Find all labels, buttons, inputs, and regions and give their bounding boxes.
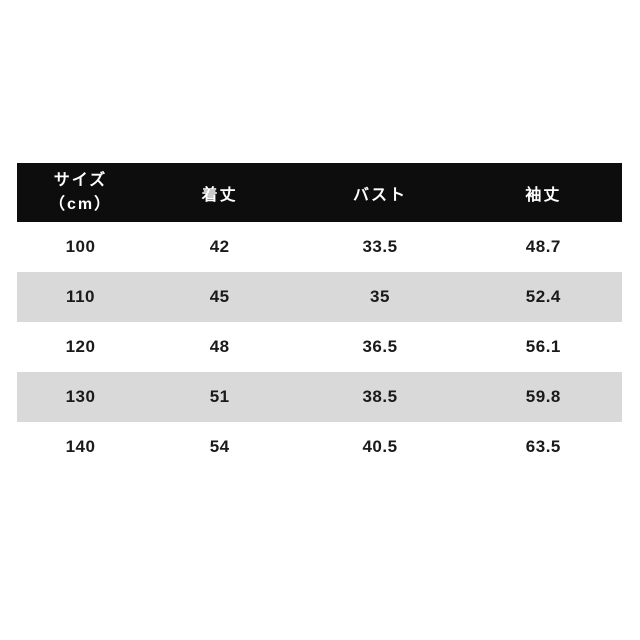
table-row: 110 45 35 52.4 xyxy=(17,272,622,322)
cell-sleeve: 48.7 xyxy=(525,237,561,256)
table-row: 140 54 40.5 63.5 xyxy=(17,422,622,472)
size-header-line1: サイズ xyxy=(53,172,108,190)
cell-size: 140 xyxy=(65,437,96,456)
header-cell-length: 着丈 xyxy=(201,186,238,204)
cell-size: 120 xyxy=(65,337,96,356)
cell-sleeve: 59.8 xyxy=(525,387,561,406)
cell-sleeve: 56.1 xyxy=(525,337,561,356)
cell-size: 110 xyxy=(66,287,95,306)
cell-length: 54 xyxy=(209,437,230,456)
cell-size: 130 xyxy=(65,387,96,406)
cell-bust: 40.5 xyxy=(362,437,398,456)
cell-length: 48 xyxy=(209,337,230,356)
table-row: 100 42 33.5 48.7 xyxy=(17,222,622,272)
size-table: サイズ （cm） 着丈 バスト 袖丈 100 42 33.5 48.7 110 … xyxy=(17,163,622,472)
table-body: 100 42 33.5 48.7 110 45 35 52.4 120 48 3… xyxy=(17,222,622,472)
cell-length: 42 xyxy=(209,237,230,256)
cell-bust: 38.5 xyxy=(362,387,398,406)
cell-bust: 35 xyxy=(370,287,390,306)
cell-bust: 36.5 xyxy=(362,337,398,356)
header-cell-size: サイズ （cm） xyxy=(17,169,144,215)
cell-sleeve: 52.4 xyxy=(525,287,561,306)
header-cell-bust: バスト xyxy=(352,186,407,204)
cell-length: 51 xyxy=(209,387,230,406)
cell-sleeve: 63.5 xyxy=(525,437,561,456)
size-header-line2: （cm） xyxy=(48,195,113,213)
cell-bust: 33.5 xyxy=(362,237,398,256)
table-header-row: サイズ （cm） 着丈 バスト 袖丈 xyxy=(17,163,622,222)
cell-size: 100 xyxy=(65,237,96,256)
table-row: 120 48 36.5 56.1 xyxy=(17,322,622,372)
header-cell-sleeve: 袖丈 xyxy=(525,186,562,204)
table-row: 130 51 38.5 59.8 xyxy=(17,372,622,422)
cell-length: 45 xyxy=(209,287,230,306)
